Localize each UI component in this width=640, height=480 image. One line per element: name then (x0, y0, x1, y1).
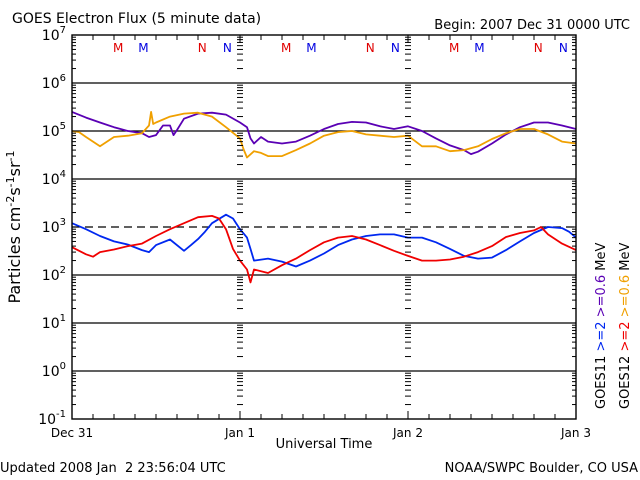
begin-label: Begin: 2007 Dec 31 0000 UTC (434, 18, 630, 33)
time-marker: N (391, 41, 400, 55)
axis-ticks (72, 35, 576, 420)
y-tick-label: 10-1 (38, 409, 66, 428)
y-axis-label: Particles cm-2s-1sr-1 (4, 150, 24, 303)
time-marker: N (366, 41, 375, 55)
time-marker: M (474, 41, 484, 55)
legend-column: GOES11 >=2 >=0.6 MeV (594, 243, 609, 409)
time-marker: N (223, 41, 232, 55)
y-tick-label: 105 (42, 121, 66, 140)
legend: GOES11 >=2 >=0.6 MeV GOES12 >=2 >=0.6 MeV (594, 243, 633, 409)
time-marker: M (113, 41, 123, 55)
series-lines (71, 111, 577, 284)
time-marker: M (138, 41, 148, 55)
y-tick-label: 104 (42, 169, 66, 188)
y-tick-labels: 107 106 105 104 103 102 101 100 10-1 (38, 25, 66, 428)
series-line (71, 111, 577, 159)
legend-entry: GOES12 >=2 >=0.6 MeV (618, 243, 633, 409)
y-tick-label: 103 (42, 217, 66, 236)
x-tick-labels: Dec 31 Jan 1 Jan 2 Jan 3 (51, 426, 591, 440)
series-line (71, 213, 577, 268)
series-line (71, 111, 577, 156)
updated-timestamp: Updated 2008 Jan 2 23:56:04 UTC (0, 461, 226, 476)
x-axis-label: Universal Time (276, 437, 373, 452)
time-marker: N (559, 41, 568, 55)
legend-column: GOES12 >=2 >=0.6 MeV (618, 243, 633, 409)
series-line (71, 214, 577, 284)
time-marker: N (198, 41, 207, 55)
svg-text:Particles cm-2s-1sr-1: Particles cm-2s-1sr-1 (4, 150, 24, 303)
x-tick-label: Jan 1 (224, 426, 255, 440)
y-tick-label: 107 (42, 25, 66, 44)
y-tick-label: 106 (42, 73, 66, 92)
time-marker: N (534, 41, 543, 55)
x-tick-label: Jan 2 (392, 426, 423, 440)
y-tick-label: 100 (42, 361, 66, 380)
y-tick-label: 101 (42, 313, 66, 332)
legend-entry: GOES11 >=2 >=0.6 MeV (594, 243, 609, 409)
source-credit: NOAA/SWPC Boulder, CO USA (445, 461, 638, 476)
y-tick-label: 102 (42, 265, 66, 284)
chart-title: GOES Electron Flux (5 minute data) (12, 11, 261, 27)
x-tick-label: Jan 3 (560, 426, 591, 440)
time-marker: M (281, 41, 291, 55)
time-marker: M (306, 41, 316, 55)
time-marker: M (449, 41, 459, 55)
y-label-main: Particles cm (5, 207, 24, 304)
x-tick-label: Dec 31 (51, 426, 93, 440)
gridlines (72, 82, 576, 372)
